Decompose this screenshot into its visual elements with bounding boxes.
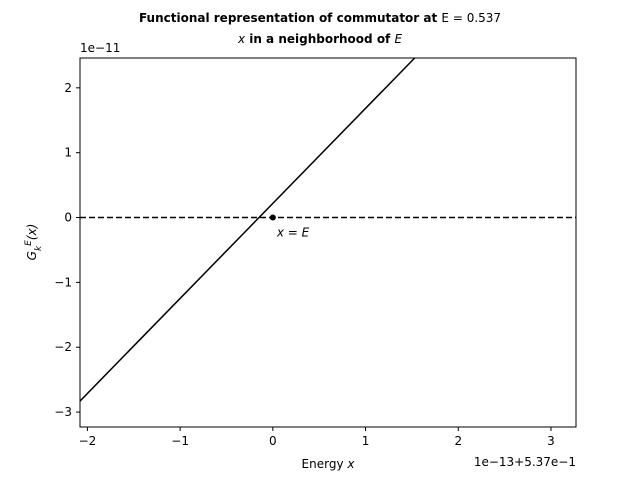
y-tick-label: −2 — [54, 340, 72, 354]
axes-frame — [79, 57, 577, 428]
y-offset-label: 1e−11 — [80, 41, 120, 55]
chart-title-line2: x in a neighborhood of E — [237, 32, 403, 46]
y-axis-ticks: −3 −2 −1 0 1 2 — [54, 81, 80, 419]
x-tick-label: 1 — [362, 434, 370, 448]
chart-title-line2-text: in a neighborhood of — [245, 32, 394, 46]
commutator-line — [80, 58, 416, 402]
chart-title-line2-math-end: E — [394, 32, 402, 46]
x-tick-label: 0 — [269, 434, 277, 448]
annotation-label: x = E — [276, 226, 310, 240]
y-tick-label: 0 — [64, 211, 72, 225]
chart-title-line1: Functional representation of commutator … — [139, 11, 501, 25]
x-axis-label-text: Energy — [302, 457, 348, 471]
y-tick-label: 1 — [64, 146, 72, 160]
x-axis-ticks: −2 −1 0 1 2 3 — [79, 427, 555, 448]
x-axis-label-math: x — [346, 457, 355, 471]
x-axis-label: Energy x — [302, 457, 356, 471]
y-tick-label: −3 — [54, 405, 72, 419]
x-tick-label: 2 — [454, 434, 462, 448]
y-tick-label: −1 — [54, 275, 72, 289]
x-tick-label: 3 — [547, 434, 555, 448]
x-tick-label: −2 — [79, 434, 97, 448]
energy-point-marker — [269, 214, 276, 221]
y-tick-label: 2 — [64, 81, 72, 95]
x-offset-label: 1e−13+5.37e−1 — [474, 455, 576, 469]
chart-title-line1-text: Functional representation of commutator … — [139, 11, 441, 25]
x-tick-label: −1 — [171, 434, 189, 448]
plot-area — [80, 58, 576, 402]
chart-title-line2-math-start: x — [237, 32, 246, 46]
chart-title-line1-math: E = 0.537 — [441, 11, 501, 25]
